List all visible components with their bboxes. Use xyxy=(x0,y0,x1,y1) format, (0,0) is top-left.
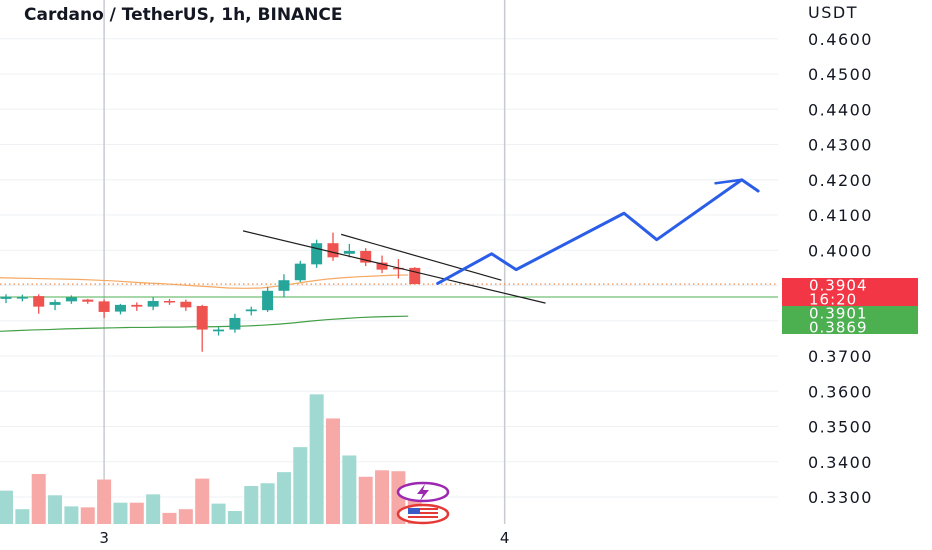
volume-bar xyxy=(97,479,112,524)
price-badge xyxy=(782,306,918,320)
price-badge-label: 16:20 xyxy=(809,291,857,309)
volume-bar xyxy=(178,509,193,524)
candle-body xyxy=(262,290,274,311)
chart-grid xyxy=(0,0,778,524)
chart-title: Cardano / TetherUS, 1h, BINANCE xyxy=(24,5,343,25)
price-axis-unit: USDT xyxy=(808,3,858,22)
volume-bar xyxy=(358,476,373,524)
y-tick-label: 0.4300 xyxy=(808,136,873,155)
indicator-badges[interactable] xyxy=(396,481,450,525)
lightning-icon[interactable] xyxy=(396,481,450,503)
projection-arrow-tail xyxy=(714,178,743,185)
candle-body xyxy=(392,267,404,270)
volume-bar xyxy=(326,418,340,524)
candle-body xyxy=(114,304,126,312)
us-flag-icon[interactable] xyxy=(396,503,450,525)
candle-body xyxy=(311,243,323,265)
channel-line xyxy=(242,230,546,304)
candle-body xyxy=(147,301,159,307)
volume-bar xyxy=(146,494,161,524)
candle-body xyxy=(229,317,241,330)
candle-body xyxy=(343,250,355,254)
candle-body xyxy=(180,301,192,308)
price-badge-label: 0.3904 xyxy=(809,277,868,295)
volume-bar xyxy=(195,478,210,524)
volume-bar xyxy=(162,512,177,524)
projection-path xyxy=(436,178,760,285)
volume-bar xyxy=(375,470,390,524)
y-tick-label: 0.4200 xyxy=(808,171,873,190)
y-tick-label: 0.3300 xyxy=(808,488,873,507)
volume-bar xyxy=(309,394,324,524)
y-tick-label: 0.3600 xyxy=(808,382,873,401)
candle-body xyxy=(164,301,175,303)
volume-bar xyxy=(31,473,46,524)
y-tick-label: 0.4400 xyxy=(808,100,873,119)
candle-body xyxy=(49,302,61,305)
candlesticks xyxy=(0,232,421,352)
candle-body xyxy=(327,243,339,258)
price-badge xyxy=(782,292,918,306)
volume-bar xyxy=(276,472,291,524)
candle-body xyxy=(360,250,372,263)
channel-line xyxy=(341,233,502,281)
volume-bar xyxy=(129,502,144,524)
candle-body xyxy=(33,296,45,307)
candle-body xyxy=(16,297,28,299)
volume-bar xyxy=(15,509,30,524)
volume-bar xyxy=(80,507,95,524)
candle-body xyxy=(213,329,225,332)
candle-body xyxy=(82,299,94,302)
moving-average-orange xyxy=(0,274,409,289)
y-tick-label: 0.3500 xyxy=(808,418,873,437)
price-badge-label: 0.3869 xyxy=(809,319,868,337)
x-tick-label: 4 xyxy=(500,529,510,547)
volume-bar xyxy=(48,495,63,524)
volume-bar xyxy=(293,447,308,524)
volume-bar xyxy=(211,503,226,524)
y-tick-label: 0.4600 xyxy=(808,30,873,49)
price-axis: 0.4600 0.4500 0.4400 0.4300 0.4200 0.4100 0.40… xyxy=(808,30,873,507)
candle-body xyxy=(294,263,306,281)
candle-body xyxy=(98,301,110,312)
volume-bar xyxy=(244,486,259,524)
volume-bar xyxy=(113,502,128,524)
y-tick-label: 0.3700 xyxy=(808,347,873,366)
candle-body xyxy=(0,296,12,299)
candle-body xyxy=(409,267,421,285)
volume-bar xyxy=(260,483,275,524)
y-tick-label: 0.4000 xyxy=(808,241,873,260)
volume-bar xyxy=(0,490,13,524)
volume-bars xyxy=(0,394,422,524)
candle-body xyxy=(245,309,257,312)
price-badge-label: 0.3901 xyxy=(809,305,868,323)
candle-body xyxy=(196,305,208,330)
price-levels xyxy=(0,283,778,298)
volume-bar xyxy=(64,506,79,524)
y-tick-label: 0.4500 xyxy=(808,65,873,84)
candle-body xyxy=(376,262,388,270)
candle-body xyxy=(65,297,77,302)
candle-body xyxy=(131,304,143,307)
trend-drawings xyxy=(242,178,760,304)
x-tick-label: 3 xyxy=(99,529,109,547)
price-badge xyxy=(782,278,918,292)
volume-bar xyxy=(227,511,242,524)
y-tick-label: 0.3400 xyxy=(808,453,873,472)
y-tick-label: 0.4100 xyxy=(808,206,873,225)
candle-body xyxy=(278,280,290,291)
price-badge xyxy=(782,320,918,334)
volume-bar xyxy=(342,455,357,524)
